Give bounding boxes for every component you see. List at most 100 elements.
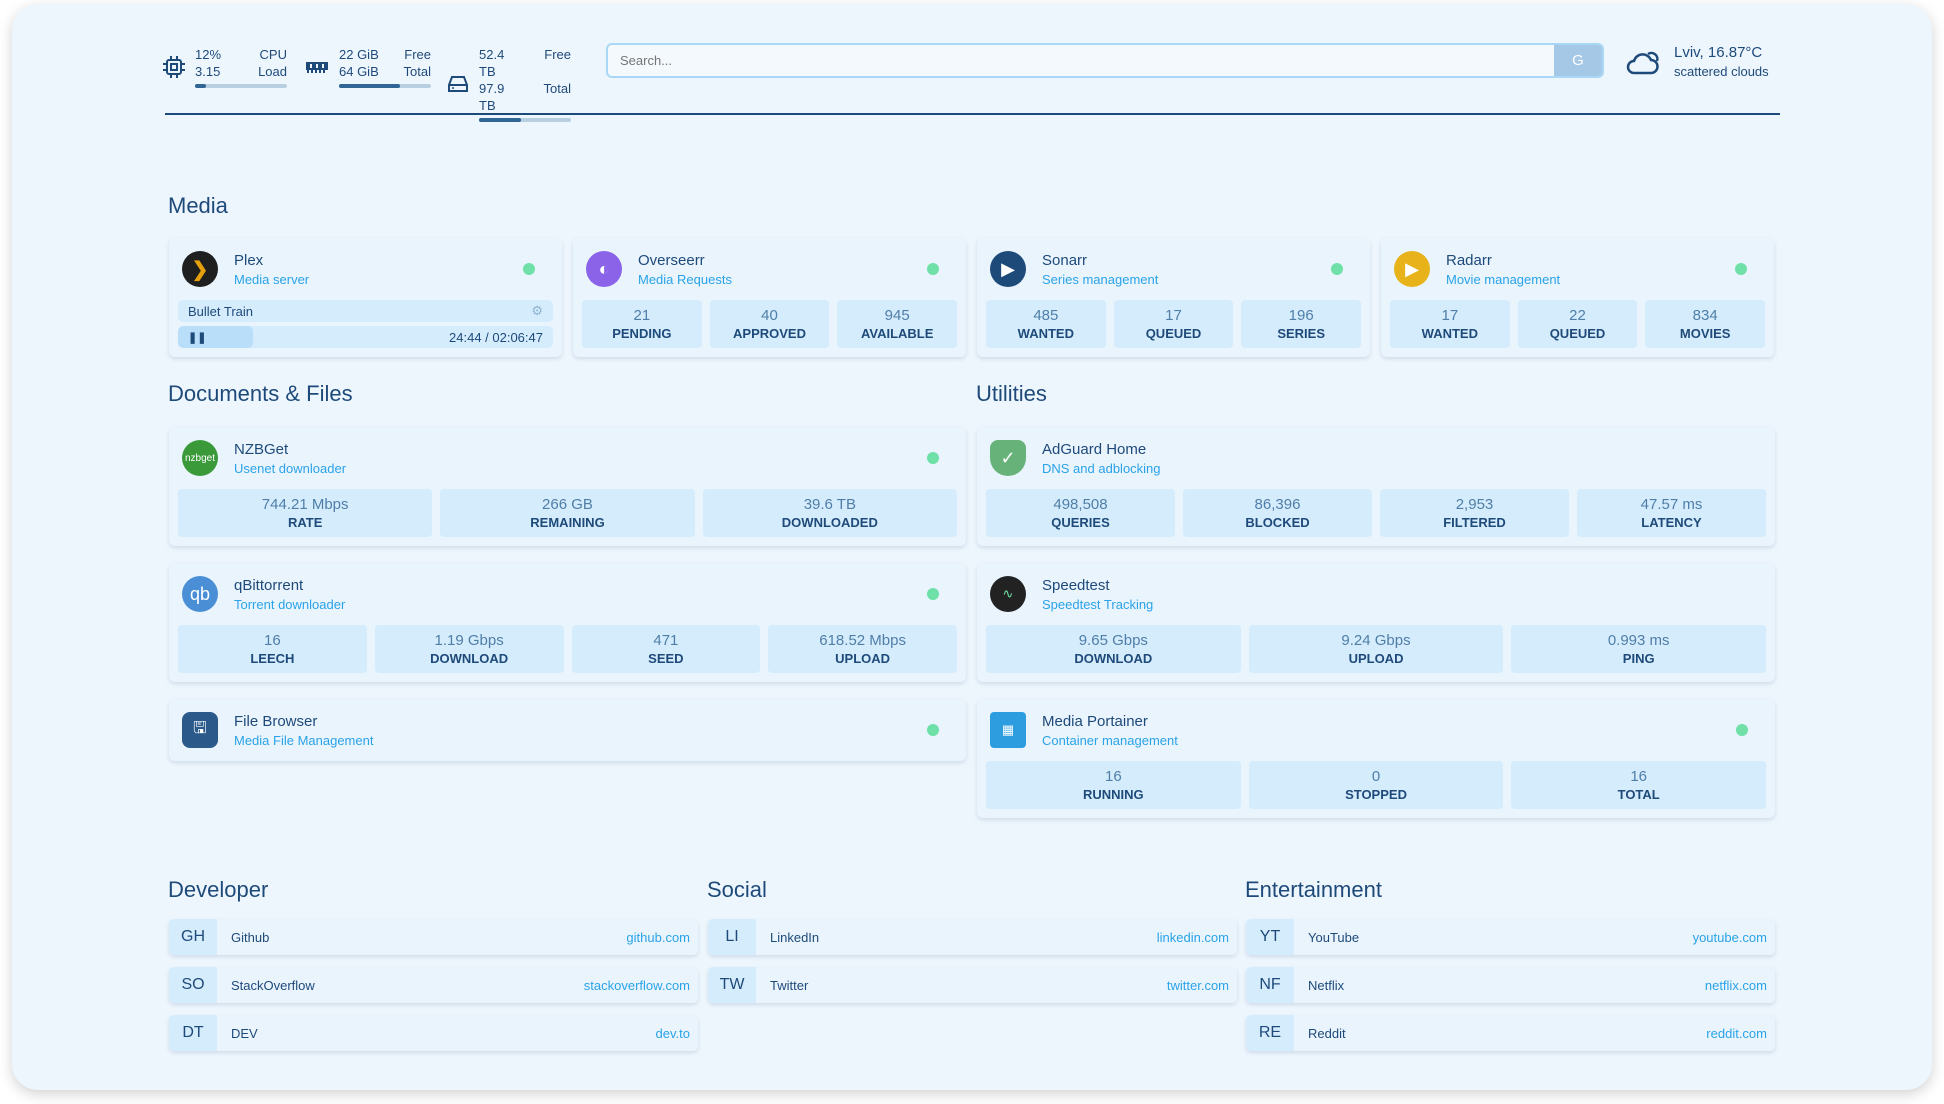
service-card-radarr[interactable]: ▶ Radarr Movie management 17 WANTED 22 QUEUED 8… (1381, 238, 1774, 357)
bookmark-name: LinkedIn (770, 929, 820, 945)
disk-bar (479, 118, 571, 122)
section-title-entertainment: Entertainment (1245, 877, 1382, 902)
service-desc: Movie management (1446, 271, 1561, 287)
service-desc: Series management (1042, 271, 1159, 287)
stat-label: UPLOAD (835, 651, 891, 666)
mem-free-label: Free (404, 47, 431, 62)
memory-icon (306, 62, 328, 73)
service-desc: Usenet downloader (234, 460, 347, 476)
stat-value: 22 (1569, 307, 1586, 324)
radarr-logo-icon: ▶ (1394, 251, 1430, 287)
mem-total: 64 GiB (339, 64, 379, 79)
status-dot (927, 263, 939, 275)
service-card-adguard[interactable]: ✓ AdGuard Home DNS and adblocking 498,508… (977, 427, 1775, 546)
page-frame (12, 4, 1932, 1090)
service-card-plex[interactable]: ❯ Plex Media server Bullet Train ⚙ ❚❚ 24:44… (169, 238, 562, 357)
memory-bar (339, 84, 431, 88)
stat-label: UPLOAD (1348, 651, 1404, 666)
stat-value: 17 (1165, 307, 1182, 324)
stat-value: 471 (653, 632, 679, 649)
stat-value: 485 (1033, 307, 1059, 324)
playback-progress[interactable]: ❚❚ 24:44 / 02:06:47 (178, 326, 553, 348)
load-label: Load (258, 64, 287, 79)
status-dot (1331, 263, 1343, 275)
stat-label: DOWNLOAD (430, 651, 509, 666)
stat-label: WANTED (1421, 326, 1478, 341)
service-name: Overseerr (638, 251, 705, 269)
service-card-file-browser[interactable]: 🖫 File Browser Media File Management (169, 699, 966, 761)
bookmark-stackoverflow[interactable]: SO StackOverflow stackoverflow.com (169, 967, 698, 1003)
bookmark-github[interactable]: GH Github github.com (169, 919, 698, 955)
stat-label: FILTERED (1443, 515, 1506, 530)
stat-label: QUEUED (1549, 326, 1606, 341)
stat-wanted: 17 WANTED (1390, 300, 1510, 348)
service-card-sonarr[interactable]: ▶ Sonarr Series management 485 WANTED 17 QUEUE… (977, 238, 1370, 357)
stat-value: 0.993 ms (1607, 632, 1670, 649)
bookmark-abbr: TW (708, 967, 756, 1003)
service-desc: Container management (1042, 732, 1178, 748)
pause-icon[interactable]: ❚❚ (188, 331, 207, 344)
bookmark-url: dev.to (655, 1025, 690, 1041)
status-dot (927, 452, 939, 464)
bookmark-twitter[interactable]: TW Twitter twitter.com (708, 967, 1237, 1003)
section-title-developer: Developer (168, 877, 269, 902)
bookmark-linkedin[interactable]: LI LinkedIn linkedin.com (708, 919, 1237, 955)
stat-stopped: 0 STOPPED (1248, 761, 1504, 809)
stat-value: 834 (1692, 307, 1718, 324)
stat-label: STOPPED (1345, 787, 1407, 802)
stat-label: SERIES (1277, 326, 1326, 341)
service-card-overseerr[interactable]: ◐ Overseerr Media Requests 21 PENDING 40 APPRO… (573, 238, 966, 357)
stat-value: 945 (884, 307, 910, 324)
bookmark-name: Github (231, 929, 270, 945)
stat-seed: 471 SEED (571, 625, 761, 673)
bookmark-url: stackoverflow.com (583, 977, 690, 993)
stat-label: QUERIES (1051, 515, 1110, 530)
search-input[interactable] (608, 53, 1554, 68)
search-provider-button[interactable]: G (1554, 45, 1602, 76)
stat-label: DOWNLOAD (1074, 651, 1153, 666)
service-name: qBittorrent (234, 576, 304, 594)
stat-rate: 744.21 Mbps RATE (178, 489, 433, 537)
service-name: Plex (234, 251, 264, 269)
bookmark-abbr: NF (1246, 967, 1294, 1003)
bookmark-netflix[interactable]: NF Netflix netflix.com (1246, 967, 1775, 1003)
cpu-widget: 12% CPU 3.15 Load (163, 46, 287, 88)
stat-value: 498,508 (1053, 496, 1108, 513)
now-playing-title: Bullet Train (188, 303, 254, 319)
stat-label: RUNNING (1083, 787, 1144, 802)
bookmark-dev[interactable]: DT DEV dev.to (169, 1015, 698, 1051)
stat-label: REMAINING (530, 515, 605, 530)
service-card-speedtest[interactable]: ∿ Speedtest Speedtest Tracking 9.65 Gbps D… (977, 563, 1775, 682)
disk-widget: 52.4 TB Free 97.9 TB Total (447, 46, 571, 122)
bookmark-url: github.com (626, 929, 690, 945)
cpu-usage: 12% (195, 47, 222, 62)
stat-series: 196 SERIES (1241, 300, 1362, 348)
stat-download: 1.19 Gbps DOWNLOAD (374, 625, 564, 673)
service-card-portainer[interactable]: ▦ Media Portainer Container management 16… (977, 699, 1775, 818)
transcode-icon: ⚙ (531, 303, 543, 318)
stat-queries: 498,508 QUERIES (986, 489, 1175, 537)
status-dot (1735, 263, 1747, 275)
header-divider (165, 113, 1780, 115)
bookmark-youtube[interactable]: YT YouTube youtube.com (1246, 919, 1775, 955)
stat-label: LATENCY (1641, 515, 1702, 530)
service-card-nzbget[interactable]: nzbget NZBGet Usenet downloader 744.21 Mb… (169, 427, 966, 546)
stat-movies: 834 MOVIES (1645, 300, 1766, 348)
cpu-label: CPU (259, 47, 287, 62)
mem-total-label: Total (403, 64, 431, 79)
stat-ping: 0.993 ms PING (1511, 625, 1767, 673)
disk-total: 97.9 TB (479, 81, 505, 113)
service-name: Media Portainer (1042, 712, 1148, 730)
stat-download: 9.65 Gbps DOWNLOAD (986, 625, 1241, 673)
bookmark-reddit[interactable]: RE Reddit reddit.com (1246, 1015, 1775, 1051)
status-dot (927, 724, 939, 736)
service-card-qbittorrent[interactable]: qb qBittorrent Torrent downloader 16 LEECH… (169, 563, 966, 682)
stat-value: 17 (1441, 307, 1459, 324)
stat-value: 1.19 Gbps (434, 632, 504, 649)
stat-wanted: 485 WANTED (986, 300, 1106, 348)
bookmark-abbr: YT (1246, 919, 1294, 955)
stat-value: 2,953 (1455, 496, 1494, 513)
disk-free-label: Free (544, 47, 571, 62)
stat-value: 0 (1371, 768, 1381, 785)
stat-label: WANTED (1017, 326, 1074, 341)
